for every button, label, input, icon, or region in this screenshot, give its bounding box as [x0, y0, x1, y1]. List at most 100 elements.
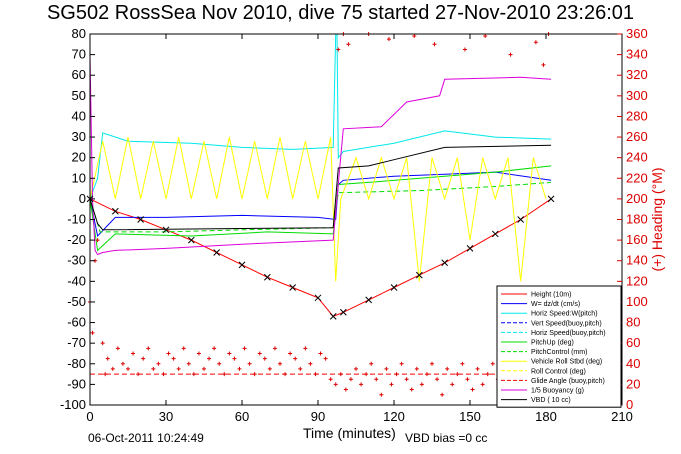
y-tick-label: -70 [67, 335, 86, 350]
heading-point [386, 37, 391, 42]
legend-label: Height (10m) [531, 292, 571, 299]
heading-point [120, 361, 125, 366]
x-tick-label: 90 [311, 409, 325, 424]
heading-point [115, 346, 120, 351]
series-line [89, 198, 552, 318]
legend-label: VBD ( 10 cc) [531, 397, 571, 404]
series-line [89, 54, 552, 256]
depth-marker [162, 226, 170, 234]
depth-marker [441, 259, 449, 267]
heading-point [95, 238, 100, 243]
heading-point [171, 356, 176, 361]
heading-point [359, 382, 364, 387]
legend-label: Vehicle Roll Stbd (deg) [531, 359, 602, 366]
heading-point [146, 346, 151, 351]
y-tick-label: -10 [67, 212, 86, 227]
heading-point [412, 34, 417, 39]
y-right-tick-label: 60 [626, 335, 640, 350]
depth-marker [517, 216, 525, 223]
heading-point [308, 361, 313, 366]
heading-point [110, 366, 115, 371]
y-right-tick-label: 100 [626, 294, 648, 309]
heading-point [196, 351, 201, 356]
legend-box [496, 285, 622, 408]
y-right-tick-label: 140 [626, 253, 648, 268]
axis-ticks: 0 30 60 90 120 150 180 21080706050403020100-10-… [60, 26, 648, 424]
depth-marker [213, 249, 221, 256]
heading-point [414, 366, 419, 371]
y-tick-label: -40 [67, 273, 86, 288]
y-axis-right-label: (+) Heading (°M) [649, 167, 665, 271]
depth-marker [390, 284, 398, 291]
heading-point [217, 361, 222, 366]
heading-point [186, 361, 191, 366]
y-tick-label: -30 [67, 253, 86, 268]
heading-point [222, 372, 227, 377]
heading-point [336, 47, 341, 52]
heading-point [485, 372, 490, 377]
y-right-tick-label: 120 [626, 273, 648, 288]
heading-point [419, 382, 424, 387]
series-layer [86, 33, 555, 375]
series-line [89, 171, 552, 238]
chart-title: SG502 RossSea Nov 2010, dive 75 started … [46, 2, 635, 24]
heading-point [151, 366, 156, 371]
heading-point [432, 42, 437, 47]
heading-point [364, 372, 369, 377]
heading-point [430, 361, 434, 366]
depth-marker [187, 236, 195, 244]
heading-point [460, 361, 465, 366]
y-right-tick-label: 0 [626, 397, 633, 412]
heading-point [374, 377, 379, 382]
heading-point [541, 62, 546, 67]
heading-point [465, 377, 470, 382]
vbd-bias: VBD bias =0 cc [405, 431, 488, 445]
y-right-tick-label: 320 [626, 67, 648, 82]
x-tick-label: 210 [611, 409, 633, 424]
series-line [89, 136, 547, 282]
heading-point [470, 387, 475, 392]
heading-point [409, 387, 414, 392]
heading-point [136, 372, 141, 377]
y-tick-label: 10 [72, 170, 86, 185]
heading-point [394, 372, 399, 377]
heading-point [278, 361, 282, 366]
y-right-tick-label: 40 [626, 356, 640, 371]
y-right-tick-label: 180 [626, 212, 648, 227]
y-right-tick-label: 200 [626, 191, 648, 206]
series-line [89, 33, 552, 200]
y-tick-label: -100 [60, 397, 86, 412]
heading-point [103, 372, 108, 377]
y-tick-label: 0 [79, 191, 86, 206]
heading-point [445, 366, 450, 371]
heading-point [328, 377, 333, 382]
heading-point [247, 361, 252, 366]
y-right-tick-label: 160 [626, 232, 648, 247]
y-tick-label: -90 [67, 376, 86, 391]
x-tick-label: 180 [535, 409, 557, 424]
heading-point [141, 356, 146, 361]
y-right-tick-label: 220 [626, 170, 648, 185]
heading-point [181, 346, 186, 351]
y-tick-label: 70 [72, 47, 86, 62]
depth-marker [238, 261, 246, 269]
legend-label: PitchControl (mm) [531, 349, 587, 356]
y-right-tick-label: 260 [626, 129, 648, 144]
depth-marker [491, 230, 499, 238]
depth-marker [339, 308, 347, 316]
heading-point [343, 387, 348, 392]
series-line [89, 165, 552, 252]
x-tick-label: 30 [159, 409, 173, 424]
depth-marker [289, 284, 297, 291]
heading-point [90, 330, 95, 335]
y-right-tick-label: 80 [626, 315, 640, 330]
legend-label: Horiz Speed:W(pitch) [531, 311, 598, 318]
y-right-tick-label: 280 [626, 108, 648, 123]
heading-point [176, 366, 181, 371]
heading-point [257, 351, 262, 356]
heading-point [369, 361, 374, 366]
depth-marker [263, 273, 271, 281]
x-axis-label: Time (minutes) [303, 425, 396, 441]
heading-point [338, 372, 343, 377]
